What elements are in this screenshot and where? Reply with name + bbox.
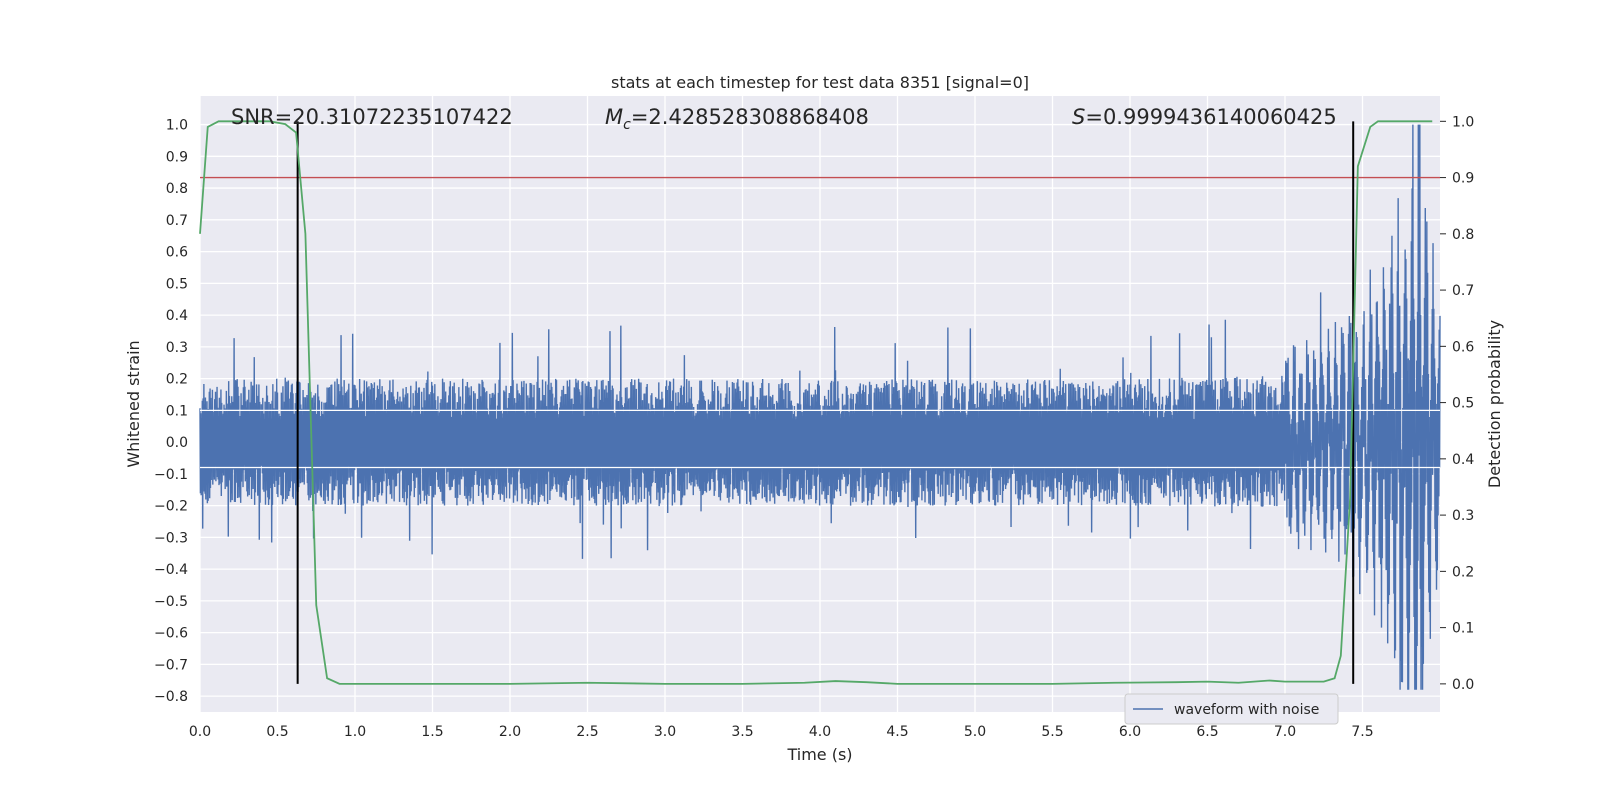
x-tick-label: 7.5 bbox=[1351, 724, 1373, 740]
y-tick-label: 0.3 bbox=[166, 340, 188, 356]
x-tick-label: 0.5 bbox=[266, 724, 288, 740]
y2-tick-label: 0.9 bbox=[1452, 171, 1474, 187]
y-tick-label: −0.5 bbox=[154, 594, 188, 610]
y-tick-label: −0.2 bbox=[154, 499, 188, 515]
y-axis-label: Whitened strain bbox=[124, 340, 143, 467]
chirp-mass-value: =2.428528308868408 bbox=[631, 105, 869, 129]
y-tick-label: −0.6 bbox=[154, 626, 188, 642]
s-symbol: S bbox=[1072, 105, 1085, 129]
x-tick-label: 4.0 bbox=[809, 724, 831, 740]
y2-tick-label: 0.1 bbox=[1452, 621, 1474, 637]
y-tick-label: 0.8 bbox=[166, 181, 188, 197]
chirp-mass-annotation: Mc=2.428528308868408 bbox=[605, 105, 869, 133]
x-axis-label: Time (s) bbox=[786, 745, 852, 764]
x-tick-label: 1.0 bbox=[344, 724, 366, 740]
y-tick-label: 0.5 bbox=[166, 276, 188, 292]
y2-tick-label: 0.3 bbox=[1452, 508, 1474, 524]
y2-tick-label: 1.0 bbox=[1452, 114, 1474, 130]
x-tick-label: 4.5 bbox=[886, 724, 908, 740]
y-tick-label: 0.7 bbox=[166, 213, 188, 229]
x-tick-label: 3.5 bbox=[731, 724, 753, 740]
y-tick-label: 0.4 bbox=[166, 308, 188, 324]
y-tick-label: 0.9 bbox=[166, 149, 188, 165]
x-tick-label: 6.0 bbox=[1119, 724, 1141, 740]
y2-tick-label: 0.4 bbox=[1452, 452, 1474, 468]
y-tick-label: 0.0 bbox=[166, 435, 188, 451]
probability-line bbox=[199, 120, 1433, 685]
y2-tick-label: 0.2 bbox=[1452, 564, 1474, 580]
x-tick-label: 0.0 bbox=[189, 724, 211, 740]
x-tick-label: 5.5 bbox=[1041, 724, 1063, 740]
y2-tick-label: 0.8 bbox=[1452, 227, 1474, 243]
y-tick-label: 0.2 bbox=[166, 372, 188, 388]
y-tick-label: −0.4 bbox=[154, 562, 188, 578]
x-tick-label: 7.0 bbox=[1274, 724, 1296, 740]
s-value: =0.9999436140060425 bbox=[1085, 105, 1336, 129]
y-tick-label: −0.1 bbox=[154, 467, 188, 483]
legend-box bbox=[1124, 693, 1339, 725]
overlay bbox=[199, 120, 1440, 685]
y-tick-label: −0.3 bbox=[154, 530, 188, 546]
chirp-mass-symbol: M bbox=[605, 105, 623, 129]
y2-tick-label: 0.6 bbox=[1452, 339, 1474, 355]
x-tick-label: 6.5 bbox=[1196, 724, 1218, 740]
tick-labels: 0.0 0.5 1.0 1.5 2.0 2.5 3.0 3.5 4.0 4.5 5.0 5.5 6.0 6… bbox=[154, 114, 1474, 740]
x-tick-label: 2.5 bbox=[576, 724, 598, 740]
y-tick-label: 1.0 bbox=[166, 118, 188, 134]
snr-annotation: SNR=20.31072235107422 bbox=[231, 105, 513, 129]
x-tick-label: 1.5 bbox=[421, 724, 443, 740]
y-tick-label: −0.7 bbox=[154, 657, 188, 673]
y2-axis-label: Detection probability bbox=[1485, 320, 1504, 488]
x-tick-label: 2.0 bbox=[499, 724, 521, 740]
y2-tick-label: 0.0 bbox=[1452, 677, 1474, 693]
y2-tick-label: 0.5 bbox=[1452, 396, 1474, 412]
chirp-mass-subscript: c bbox=[623, 117, 631, 133]
y2-tick-label: 0.7 bbox=[1452, 283, 1474, 299]
chart-title: stats at each timestep for test data 835… bbox=[611, 73, 1029, 92]
legend-entry: waveform with noise bbox=[1174, 702, 1319, 718]
y-tick-label: −0.8 bbox=[154, 689, 188, 705]
x-tick-label: 3.0 bbox=[654, 724, 676, 740]
x-tick-label: 5.0 bbox=[964, 724, 986, 740]
y-tick-label: 0.1 bbox=[166, 403, 188, 419]
s-annotation: S=0.9999436140060425 bbox=[1072, 105, 1337, 129]
legend: waveform with noise bbox=[1124, 693, 1339, 725]
y-tick-label: 0.6 bbox=[166, 245, 188, 261]
